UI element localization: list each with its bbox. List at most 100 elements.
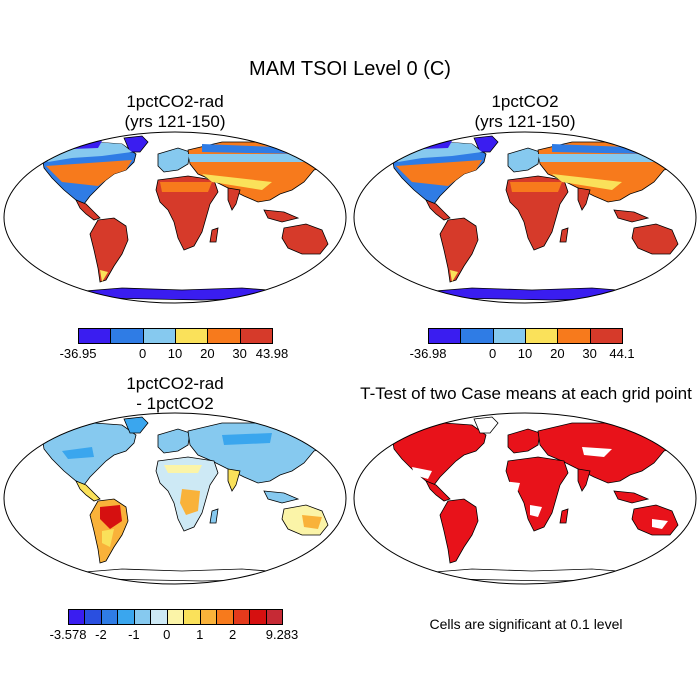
landmass-mad	[559, 508, 569, 524]
colorbar-label: 0	[163, 627, 171, 642]
patch-asia	[222, 433, 272, 445]
panel2-colorbar: -36.98 0 10 20 30 44.1	[410, 328, 635, 368]
patch-sahara	[164, 465, 202, 473]
landmass-ant	[421, 287, 643, 301]
panel2-title: 1pctCO2 (yrs 121-150)	[425, 92, 625, 132]
panel1-title: 1pctCO2-rad (yrs 121-150)	[75, 92, 275, 132]
landmass-mad	[209, 508, 219, 524]
colorbar-swatch	[84, 609, 102, 625]
colorbar-swatch	[249, 609, 267, 625]
panel1-title-line1: 1pctCO2-rad	[126, 92, 224, 111]
colorbar-label: -36.98	[409, 346, 447, 361]
patch-australia	[302, 515, 322, 529]
patch-amazon	[100, 505, 122, 529]
insignificant-area-3	[652, 519, 668, 529]
colorbar-swatch	[232, 609, 251, 625]
band-sahara	[510, 182, 562, 192]
colorbar-label: 10	[167, 346, 183, 361]
colorbar-swatch	[492, 328, 526, 344]
colorbar-swatch	[142, 328, 176, 344]
landmass-sea	[263, 209, 300, 223]
landmass-ind	[577, 468, 591, 492]
panel2-title-line2: (yrs 121-150)	[474, 112, 576, 131]
landmass-cam	[425, 199, 451, 221]
landmass-eur	[157, 147, 191, 173]
band-sa-south	[450, 270, 458, 282]
band-asia-cool	[188, 154, 322, 162]
landmass-cam	[75, 199, 101, 221]
colorbar-swatch	[265, 609, 283, 625]
landmass-ant	[421, 568, 643, 582]
landmass-sea	[613, 490, 650, 504]
panel3-title: 1pctCO2-rad - 1pctCO2	[75, 374, 275, 414]
colorbar-label: 30	[582, 346, 597, 361]
band-asia-cool	[538, 154, 672, 162]
map-border	[353, 131, 697, 304]
landmass-mad	[559, 227, 569, 243]
landmass-aus	[631, 223, 679, 255]
landmass-sa	[89, 217, 129, 283]
panel1-map	[3, 131, 347, 304]
landmass-afr	[155, 175, 219, 251]
landmass-mad	[209, 227, 219, 243]
patch-na	[62, 447, 94, 459]
landmass-eur	[157, 428, 191, 454]
colorbar-label: 2	[228, 627, 237, 642]
landmass-afr	[505, 175, 569, 251]
panel4-title: T-Test of two Case means at each grid po…	[360, 384, 692, 403]
colorbar-swatch	[183, 609, 201, 625]
band-asia-cold	[552, 144, 652, 154]
colorbar-swatch	[100, 609, 119, 625]
colorbar-swatch	[110, 328, 144, 344]
colorbar-label: -36.95	[59, 346, 97, 361]
panel2-title-line1: 1pctCO2	[491, 92, 559, 111]
colorbar-label: 10	[517, 346, 533, 361]
patch-sa-south	[102, 529, 114, 547]
colorbar-label: -2	[95, 627, 107, 642]
colorbar-swatch	[460, 328, 494, 344]
colorbar-label: 0	[489, 346, 497, 361]
landmass-grn	[473, 416, 499, 434]
colorbar-swatch	[150, 609, 168, 625]
colorbar-swatch	[589, 328, 623, 344]
landmass-ind	[227, 468, 241, 492]
landmass-ind	[577, 187, 591, 211]
insignificant-area-1	[412, 467, 432, 479]
colorbar-label: 30	[232, 346, 247, 361]
landmass-grn	[123, 416, 149, 434]
colorbar-swatch	[199, 609, 218, 625]
band-asia-mid	[552, 174, 622, 190]
panel3-title-line1: 1pctCO2-rad	[126, 374, 224, 393]
landmass-eur	[507, 428, 541, 454]
colorbar-swatch	[175, 328, 209, 344]
band-asia-mid	[202, 174, 272, 190]
colorbar-label: 20	[550, 346, 565, 361]
panel1-colorbar: -36.95 0 10 20 30 43.98	[60, 328, 288, 368]
panel3-colorbar: -3.578 -2 -1 0 1 2 9.283	[50, 609, 298, 649]
band-na-warm	[396, 160, 482, 186]
colorbar-swatch	[68, 609, 86, 625]
band-asia-cold	[202, 144, 302, 154]
colorbar-swatch	[117, 609, 135, 625]
landmass-eur	[507, 147, 541, 173]
colorbar-label: 20	[200, 346, 215, 361]
map-border	[3, 131, 347, 304]
panel3-map	[3, 412, 347, 585]
colorbar-swatch	[166, 609, 185, 625]
insignificant-area-0	[502, 481, 520, 497]
map-border	[3, 412, 347, 585]
colorbar-label: 44.1	[609, 346, 635, 361]
landmass-ind	[227, 187, 241, 211]
colorbar-swatch	[239, 328, 273, 344]
colorbar-label: 9.283	[265, 627, 299, 642]
colorbar-swatch	[216, 609, 234, 625]
map-border	[353, 412, 697, 585]
colorbar-swatch	[557, 328, 591, 344]
colorbar-swatch	[133, 609, 152, 625]
colorbar-swatch	[207, 328, 241, 344]
landmass-cam	[425, 480, 451, 502]
landmass-aus	[281, 223, 329, 255]
band-na-warm	[46, 160, 132, 186]
landmass-ant	[71, 568, 293, 582]
colorbar-label: -1	[128, 627, 140, 642]
